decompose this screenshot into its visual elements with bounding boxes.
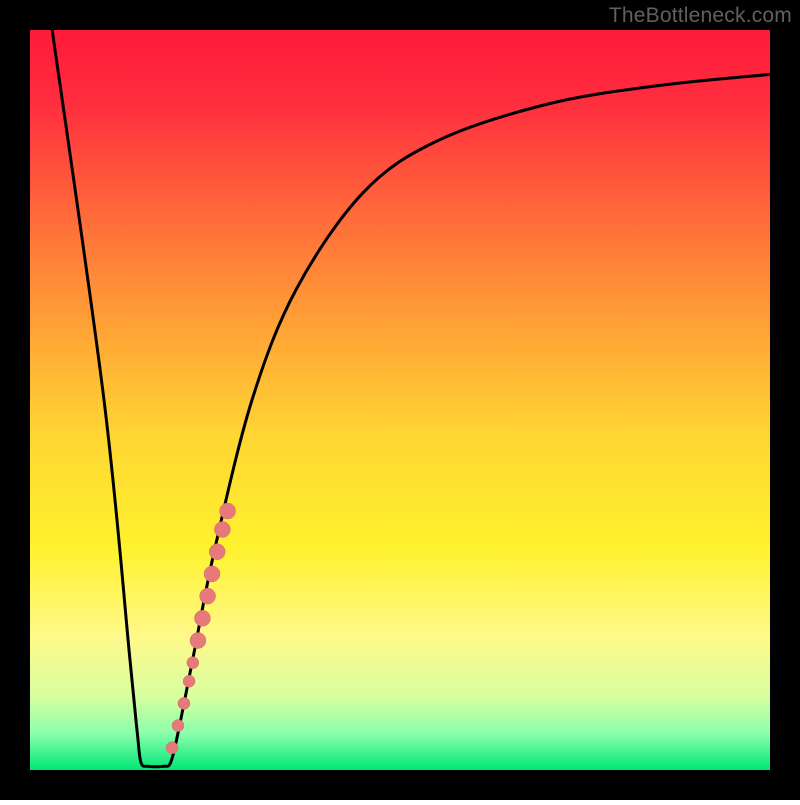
data-marker (204, 566, 220, 582)
chart-container: TheBottleneck.com (0, 0, 800, 800)
data-marker (200, 588, 216, 604)
data-marker (209, 544, 225, 560)
data-marker (178, 697, 190, 709)
data-marker (190, 633, 206, 649)
plot-background (30, 30, 770, 770)
data-marker (214, 522, 230, 538)
data-marker (194, 610, 210, 626)
data-marker (220, 503, 236, 519)
data-marker (166, 742, 178, 754)
data-marker (172, 720, 184, 732)
data-marker (183, 675, 195, 687)
bottleneck-chart (0, 0, 800, 800)
watermark-text: TheBottleneck.com (609, 4, 792, 28)
data-marker (187, 657, 199, 669)
